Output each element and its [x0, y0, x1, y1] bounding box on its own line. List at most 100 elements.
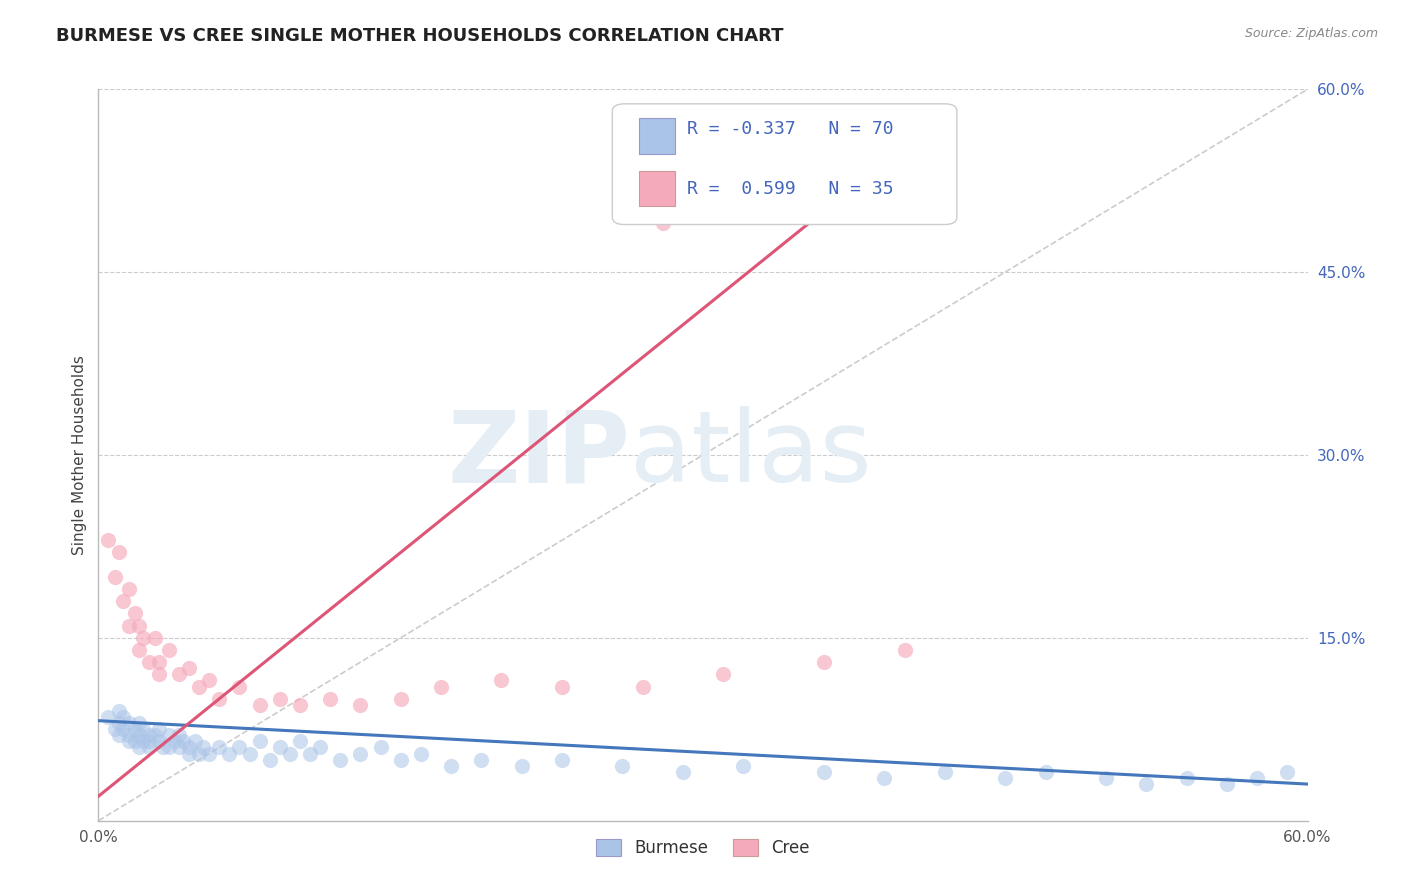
Point	[97, 533, 120, 548]
Point	[167, 667, 190, 681]
Y-axis label: Single Mother Households: Single Mother Households	[72, 355, 87, 555]
Text: R = -0.337   N = 70: R = -0.337 N = 70	[688, 120, 894, 138]
Point	[138, 740, 160, 755]
Point	[193, 740, 215, 755]
Point	[118, 618, 141, 632]
Point	[157, 643, 180, 657]
Point	[733, 758, 755, 772]
Point	[672, 764, 695, 779]
Point	[228, 680, 250, 694]
Point	[269, 691, 291, 706]
Point	[188, 680, 211, 694]
Point	[430, 680, 453, 694]
Point	[218, 747, 240, 761]
Point	[111, 710, 134, 724]
Point	[269, 740, 291, 755]
Point	[118, 582, 141, 596]
Point	[249, 734, 271, 748]
Point	[1175, 771, 1198, 785]
Point	[103, 723, 125, 737]
Point	[711, 667, 734, 681]
FancyBboxPatch shape	[638, 119, 675, 153]
Point	[409, 747, 432, 761]
Point	[1246, 771, 1268, 785]
Point	[1277, 764, 1299, 779]
Point	[128, 728, 150, 742]
Point	[148, 723, 170, 737]
Point	[128, 716, 150, 731]
Point	[97, 710, 120, 724]
Point	[128, 740, 150, 755]
Point	[167, 728, 190, 742]
Point	[873, 771, 896, 785]
Point	[631, 680, 654, 694]
Point	[107, 716, 129, 731]
Point	[651, 216, 673, 230]
Point	[111, 594, 134, 608]
Point	[138, 655, 160, 669]
Point	[288, 698, 311, 712]
Point	[813, 764, 835, 779]
Point	[152, 740, 174, 755]
Point	[138, 728, 160, 742]
Point	[188, 747, 211, 761]
Point	[107, 704, 129, 718]
Point	[994, 771, 1017, 785]
Point	[132, 734, 155, 748]
Point	[349, 747, 371, 761]
FancyBboxPatch shape	[638, 171, 675, 206]
Point	[103, 570, 125, 584]
Point	[118, 734, 141, 748]
Point	[124, 723, 146, 737]
Point	[128, 618, 150, 632]
Point	[198, 747, 221, 761]
Point	[1095, 771, 1118, 785]
Point	[107, 728, 129, 742]
Point	[329, 753, 352, 767]
Point	[107, 545, 129, 559]
Point	[208, 740, 231, 755]
Point	[440, 758, 463, 772]
Point	[132, 723, 155, 737]
Legend: Burmese, Cree: Burmese, Cree	[589, 832, 817, 863]
Text: BURMESE VS CREE SINGLE MOTHER HOUSEHOLDS CORRELATION CHART: BURMESE VS CREE SINGLE MOTHER HOUSEHOLDS…	[56, 27, 783, 45]
Point	[118, 716, 141, 731]
Point	[934, 764, 956, 779]
Point	[111, 723, 134, 737]
Point	[299, 747, 322, 761]
Point	[893, 643, 915, 657]
FancyBboxPatch shape	[613, 103, 957, 225]
Point	[470, 753, 492, 767]
Point	[278, 747, 301, 761]
Point	[118, 728, 141, 742]
Point	[349, 698, 371, 712]
Point	[309, 740, 332, 755]
Text: ZIP: ZIP	[447, 407, 630, 503]
Point	[128, 643, 150, 657]
Point	[132, 631, 155, 645]
Point	[143, 631, 166, 645]
Point	[389, 691, 412, 706]
Point	[138, 734, 160, 748]
Point	[612, 758, 634, 772]
Point	[163, 734, 186, 748]
Point	[1135, 777, 1157, 791]
Point	[813, 655, 835, 669]
Point	[288, 734, 311, 748]
Point	[551, 753, 574, 767]
Point	[1216, 777, 1239, 791]
Point	[198, 673, 221, 688]
Point	[1035, 764, 1057, 779]
Point	[491, 673, 513, 688]
Text: Source: ZipAtlas.com: Source: ZipAtlas.com	[1244, 27, 1378, 40]
Point	[551, 680, 574, 694]
Point	[249, 698, 271, 712]
Point	[184, 734, 207, 748]
Point	[370, 740, 392, 755]
Point	[124, 607, 146, 621]
Point	[148, 667, 170, 681]
Point	[157, 740, 180, 755]
Point	[259, 753, 281, 767]
Point	[124, 734, 146, 748]
Point	[179, 661, 201, 675]
